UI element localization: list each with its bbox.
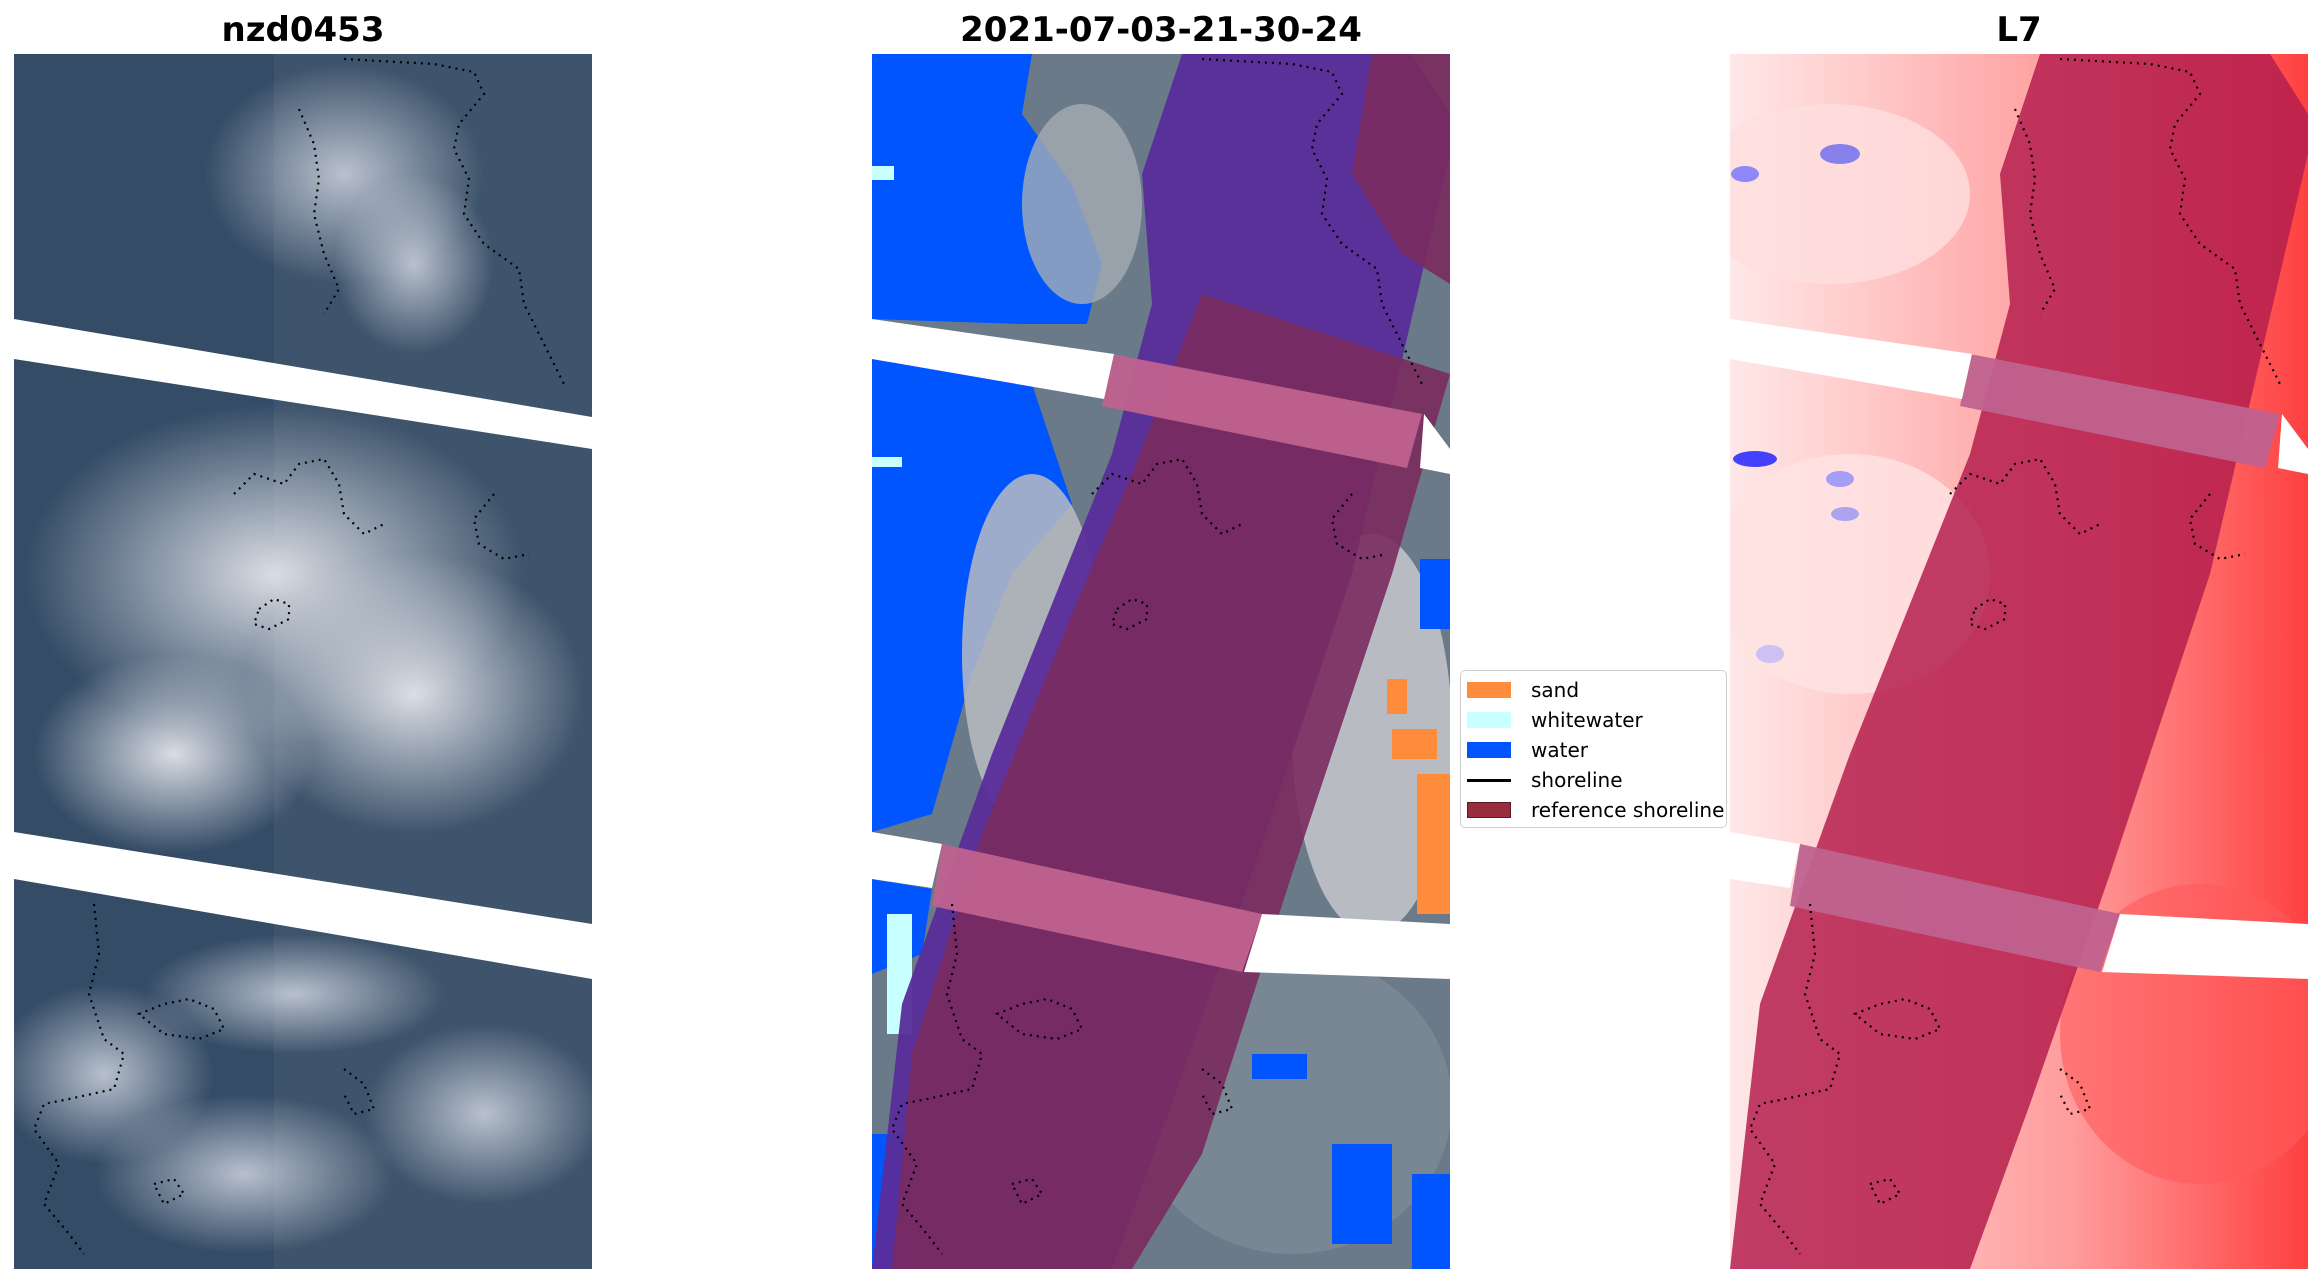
panel-title-rgb: nzd0453 — [221, 10, 385, 50]
panel-title-index: L7 — [1996, 10, 2042, 50]
legend-item-reference-shoreline: reference shoreline — [1467, 795, 1724, 825]
legend-item-whitewater: whitewater — [1467, 705, 1720, 735]
legend-label: reference shoreline — [1531, 798, 1725, 822]
legend: sand whitewater water shoreline referenc… — [1460, 670, 1727, 828]
rgb-image — [14, 54, 592, 1269]
index-image-panel — [1730, 54, 2308, 1269]
legend-label: whitewater — [1531, 708, 1643, 732]
legend-swatch-reference-shoreline — [1467, 802, 1511, 818]
legend-item-shoreline: shoreline — [1467, 765, 1720, 795]
legend-label: water — [1531, 738, 1588, 762]
panel-title-classified: 2021-07-03-21-30-24 — [960, 10, 1362, 50]
classified-image — [872, 54, 1450, 1269]
index-image — [1730, 54, 2308, 1269]
legend-line-shoreline — [1467, 778, 1511, 782]
legend-label: shoreline — [1531, 768, 1623, 792]
legend-label: sand — [1531, 678, 1580, 702]
classified-image-panel — [872, 54, 1450, 1269]
legend-item-water: water — [1467, 735, 1720, 765]
legend-swatch-whitewater — [1467, 712, 1511, 728]
legend-swatch-sand — [1467, 682, 1511, 698]
legend-swatch-water — [1467, 742, 1511, 758]
legend-item-sand: sand — [1467, 675, 1720, 705]
rgb-image-panel — [14, 54, 592, 1269]
